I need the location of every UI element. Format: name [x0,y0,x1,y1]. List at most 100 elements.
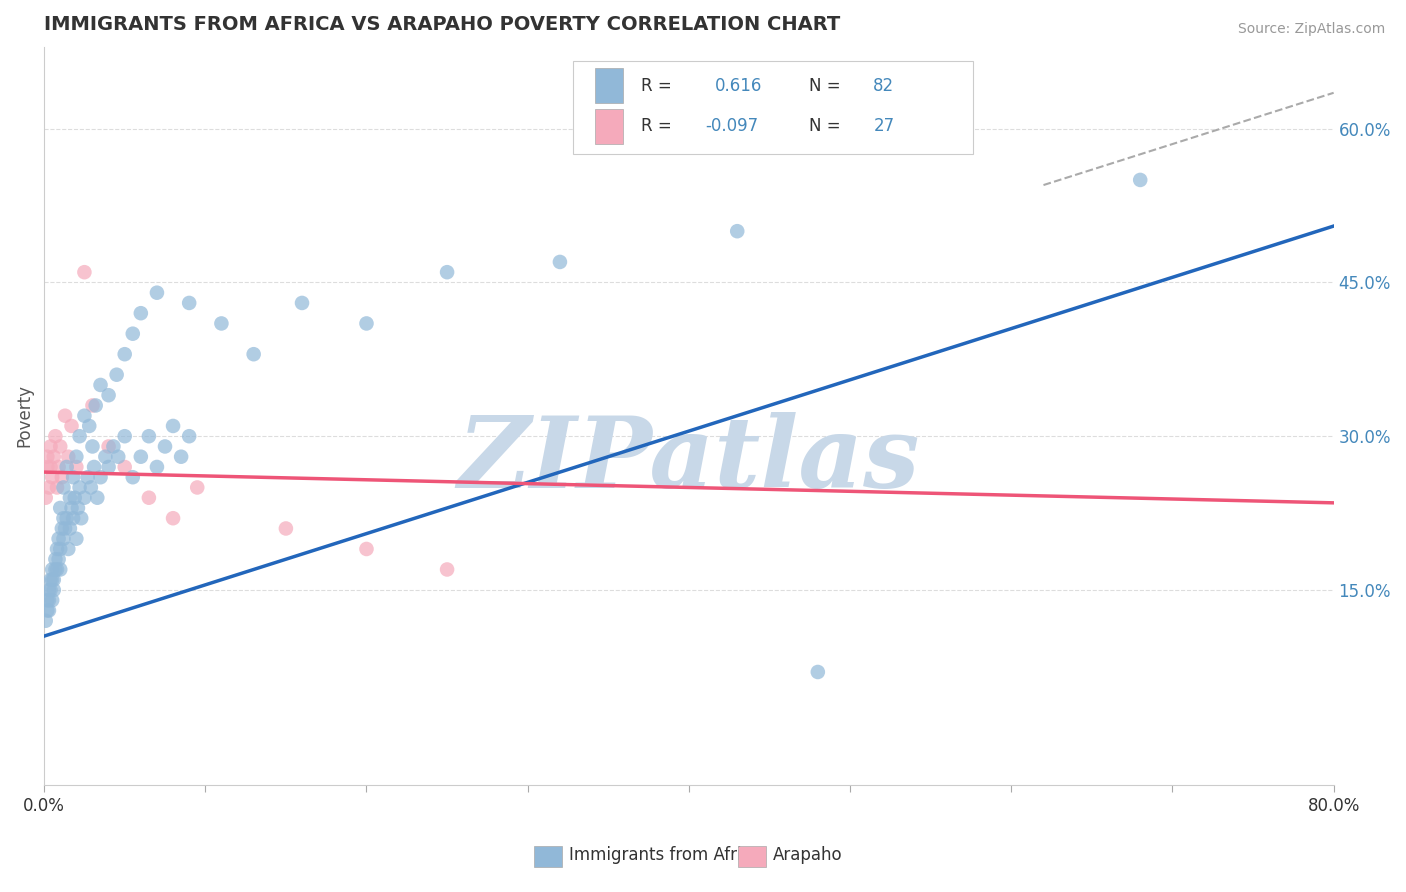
Point [82,399,104,413]
Point [356,317,378,331]
Point [48,460,70,475]
Point [60,500,83,515]
FancyBboxPatch shape [572,62,973,153]
Point [42,582,65,597]
Point [162,419,184,434]
Point [129,450,152,464]
Point [69,480,91,494]
Text: -0.097: -0.097 [706,118,759,136]
Point [97,440,120,454]
Text: IMMIGRANTS FROM AFRICA VS ARAPAHO POVERTY CORRELATION CHART: IMMIGRANTS FROM AFRICA VS ARAPAHO POVERT… [44,15,841,34]
Text: ZIPatlas: ZIPatlas [458,412,920,508]
Point [42,450,65,464]
Point [62,511,84,525]
Point [84,399,107,413]
Point [37,603,59,617]
Point [114,347,136,361]
Point [94,450,117,464]
Point [209,317,232,331]
Point [48,532,70,546]
Text: 27: 27 [873,118,894,136]
Point [38,582,60,597]
Point [53,409,76,423]
Text: R =: R = [641,118,672,136]
Text: R =: R = [641,77,672,95]
Point [51,521,73,535]
Point [105,368,128,382]
Point [37,593,59,607]
Point [103,440,125,454]
Point [46,480,69,494]
Point [114,429,136,443]
Point [179,429,201,443]
Point [35,614,58,628]
Point [138,429,160,443]
Point [97,460,120,475]
Point [51,470,73,484]
Point [49,440,72,454]
Point [52,480,75,494]
Point [46,562,69,576]
Point [121,326,143,341]
Point [42,573,65,587]
Text: Immigrants from Africa: Immigrants from Africa [569,847,761,864]
Point [162,511,184,525]
Point [58,541,80,556]
Point [65,450,87,464]
Point [44,562,66,576]
Point [49,541,72,556]
Point [35,491,58,505]
Point [59,521,82,535]
Point [725,224,748,238]
Point [186,480,208,494]
Point [39,440,62,454]
Point [65,460,87,475]
Point [66,500,89,515]
Point [76,470,98,484]
Point [179,296,201,310]
Point [73,491,96,505]
Point [1129,173,1152,187]
Point [37,460,59,475]
Point [73,409,96,423]
Point [153,440,176,454]
Text: N =: N = [808,77,841,95]
Point [59,491,82,505]
Point [41,470,63,484]
Point [46,541,69,556]
Text: 82: 82 [873,77,894,95]
Point [77,419,100,434]
Point [89,470,111,484]
Point [114,460,136,475]
Point [86,491,108,505]
Point [53,521,76,535]
Point [38,603,60,617]
Point [39,460,62,475]
Text: Source: ZipAtlas.com: Source: ZipAtlas.com [1237,22,1385,37]
Point [89,378,111,392]
Point [55,511,77,525]
Point [52,532,75,546]
Point [62,470,84,484]
Point [39,573,62,587]
Text: N =: N = [808,118,841,136]
Point [121,470,143,484]
Point [356,541,378,556]
Point [129,306,152,320]
Point [41,593,63,607]
Point [52,511,75,525]
Point [170,450,193,464]
Point [49,500,72,515]
Point [65,532,87,546]
Point [41,573,63,587]
Point [548,255,571,269]
Point [58,450,80,464]
Point [63,491,86,505]
Point [242,347,264,361]
Point [39,582,62,597]
Point [436,562,458,576]
Bar [595,68,623,103]
Point [60,419,83,434]
Point [48,552,70,566]
Point [82,440,104,454]
